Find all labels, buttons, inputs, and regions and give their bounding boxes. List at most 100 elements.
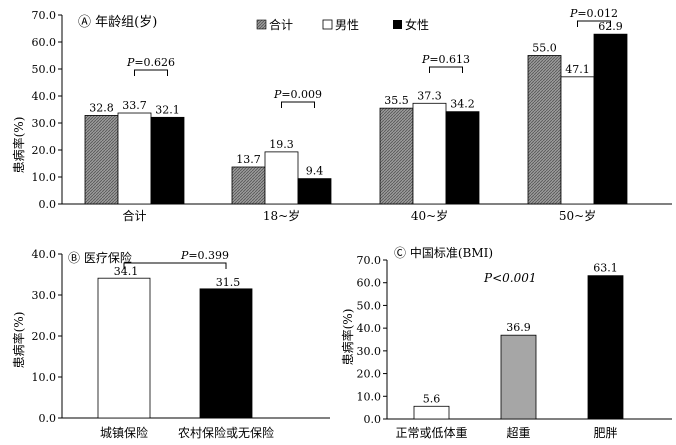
panel-a-legend: 合计 男性 女性 — [256, 17, 429, 32]
panel-b-y-tick-label: 30.0 — [32, 289, 57, 302]
p-value-annotation-value: =0.626 — [134, 56, 175, 69]
x-tick-label: 农村保险或无保险 — [178, 425, 274, 440]
bar-female — [593, 33, 628, 205]
bar-female — [150, 116, 185, 205]
bar-total — [84, 115, 119, 205]
p-value-annotation-letter: P — [126, 56, 135, 69]
panel-c-plot: 0.0 10.0 20.0 30.0 40.0 50.0 60.0 70.0 5.6 正常或低体重… — [357, 254, 672, 440]
bar — [500, 334, 537, 420]
data-label-female: 34.2 — [450, 98, 475, 111]
x-tick-label: 超重 — [506, 425, 530, 440]
p-value-annotation: P=0.626 — [126, 56, 175, 69]
data-label: 36.9 — [506, 321, 531, 334]
p-value-annotation-value: =0.012 — [577, 7, 618, 20]
bar-female — [445, 111, 480, 205]
panel-a-y-tick-label: 70.0 — [32, 9, 57, 22]
panel-b-ylabel: 患病率(%) — [11, 312, 26, 369]
bar-male — [560, 76, 595, 205]
significance-bracket — [281, 101, 315, 108]
panel-c-p-annotation: P<0.001 — [483, 271, 536, 285]
panel-c-y-tick-label: 20.0 — [357, 368, 382, 381]
legend-label-male: 男性 — [335, 18, 359, 32]
bar — [199, 288, 253, 419]
significance-bracket — [134, 69, 168, 76]
data-label-male: 33.7 — [122, 99, 147, 112]
data-label: 31.5 — [216, 276, 241, 289]
panel-c-y-tick-label: 30.0 — [357, 345, 382, 358]
panel-b-title: Ⓑ 医疗保险 — [68, 250, 132, 265]
data-label-total: 55.0 — [532, 42, 557, 55]
significance-bracket — [429, 66, 463, 73]
legend-label-female: 女性 — [405, 17, 429, 32]
panel-c-y-tick-label: 10.0 — [357, 390, 382, 403]
bar — [587, 275, 624, 420]
x-tick-label: 40~岁 — [411, 208, 448, 223]
bar-female — [297, 178, 332, 205]
panel-c-ylabel: 患病率(%) — [340, 309, 355, 366]
data-label: 5.6 — [423, 392, 441, 405]
panel-c-title: Ⓒ 中国标准(BMI) — [394, 245, 493, 260]
panel-c-y-tick-label: 50.0 — [357, 299, 382, 312]
bar-male — [412, 102, 447, 205]
panel-b-y-tick-label: 20.0 — [32, 330, 57, 343]
p-value-annotation-letter: P — [180, 249, 189, 262]
x-tick-label: 城镇保险 — [100, 425, 148, 440]
p-value-annotation: P=0.009 — [273, 88, 322, 101]
panel-b-y-tick-label: 10.0 — [32, 371, 57, 384]
panel-b-y-tick-label: 0.0 — [39, 412, 57, 425]
p-value-annotation-letter: P — [569, 7, 578, 20]
panel-c-y-tick-label: 60.0 — [357, 277, 382, 290]
bar — [97, 277, 151, 419]
p-value-annotation-value: =0.613 — [429, 53, 470, 66]
data-label-male: 37.3 — [417, 89, 442, 102]
bar-total — [527, 55, 562, 205]
panel-a-y-tick-label: 60.0 — [32, 36, 57, 49]
panel-a-title: Ⓐ 年龄组(岁) — [78, 15, 157, 30]
data-label: 34.1 — [114, 265, 139, 278]
panel-a-plot: 0.0 10.0 20.0 30.0 40.0 50.0 60.0 70.0 32.8 33.7 3… — [32, 7, 672, 223]
legend-swatch-female — [393, 20, 402, 29]
legend-swatch-total — [256, 19, 267, 30]
significance-bracket — [123, 262, 227, 269]
p-value-annotation-value: =0.399 — [188, 249, 229, 262]
p-value-annotation-letter: P — [421, 53, 430, 66]
x-tick-label: 18~岁 — [263, 208, 300, 223]
x-tick-label: 合计 — [122, 208, 146, 223]
x-tick-label: 正常或低体重 — [395, 426, 467, 440]
panel-b-plot: 0.0 10.0 20.0 30.0 40.0 34.1 城镇保险 31.5 农村保险或无保险 P… — [32, 248, 330, 440]
panel-a-y-tick-label: 30.0 — [32, 117, 57, 130]
significance-bracket — [577, 20, 611, 27]
bar-total — [231, 166, 266, 205]
panel-a-y-tick-label: 50.0 — [32, 63, 57, 76]
p-value-annotation-letter: P — [273, 88, 282, 101]
panel-a-y-tick-label: 0.0 — [39, 198, 57, 211]
p-value-annotation: P=0.012 — [569, 7, 618, 20]
data-label: 63.1 — [593, 262, 618, 275]
bar-male — [264, 151, 299, 205]
p-value-annotation: P=0.613 — [421, 53, 470, 66]
panel-c-y-tick-label: 0.0 — [364, 413, 382, 426]
data-label-male: 47.1 — [565, 63, 590, 76]
bar — [413, 405, 450, 420]
data-label-total: 13.7 — [236, 153, 261, 166]
legend-swatch-male — [322, 19, 333, 30]
panel-a-ylabel: 患病率(%) — [11, 117, 26, 174]
bar-male — [117, 112, 152, 205]
bar-total — [379, 107, 414, 205]
data-label-female: 9.4 — [306, 165, 324, 178]
panel-c-y-tick-label: 70.0 — [357, 254, 382, 267]
panel-a-y-tick-label: 40.0 — [32, 90, 57, 103]
x-tick-label: 50~岁 — [559, 208, 596, 223]
panel-a-y-tick-label: 20.0 — [32, 144, 57, 157]
p-value-annotation: P=0.399 — [180, 249, 229, 262]
panel-c-y-tick-label: 40.0 — [357, 322, 382, 335]
panel-b-y-tick-label: 40.0 — [32, 248, 57, 261]
data-label-male: 19.3 — [269, 138, 294, 151]
data-label-female: 32.1 — [155, 103, 180, 116]
data-label-total: 32.8 — [89, 101, 114, 114]
legend-label-total: 合计 — [269, 17, 293, 32]
x-tick-label: 肥胖 — [593, 426, 617, 440]
panel-a-y-tick-label: 10.0 — [32, 171, 57, 184]
data-label-total: 35.5 — [384, 94, 409, 107]
